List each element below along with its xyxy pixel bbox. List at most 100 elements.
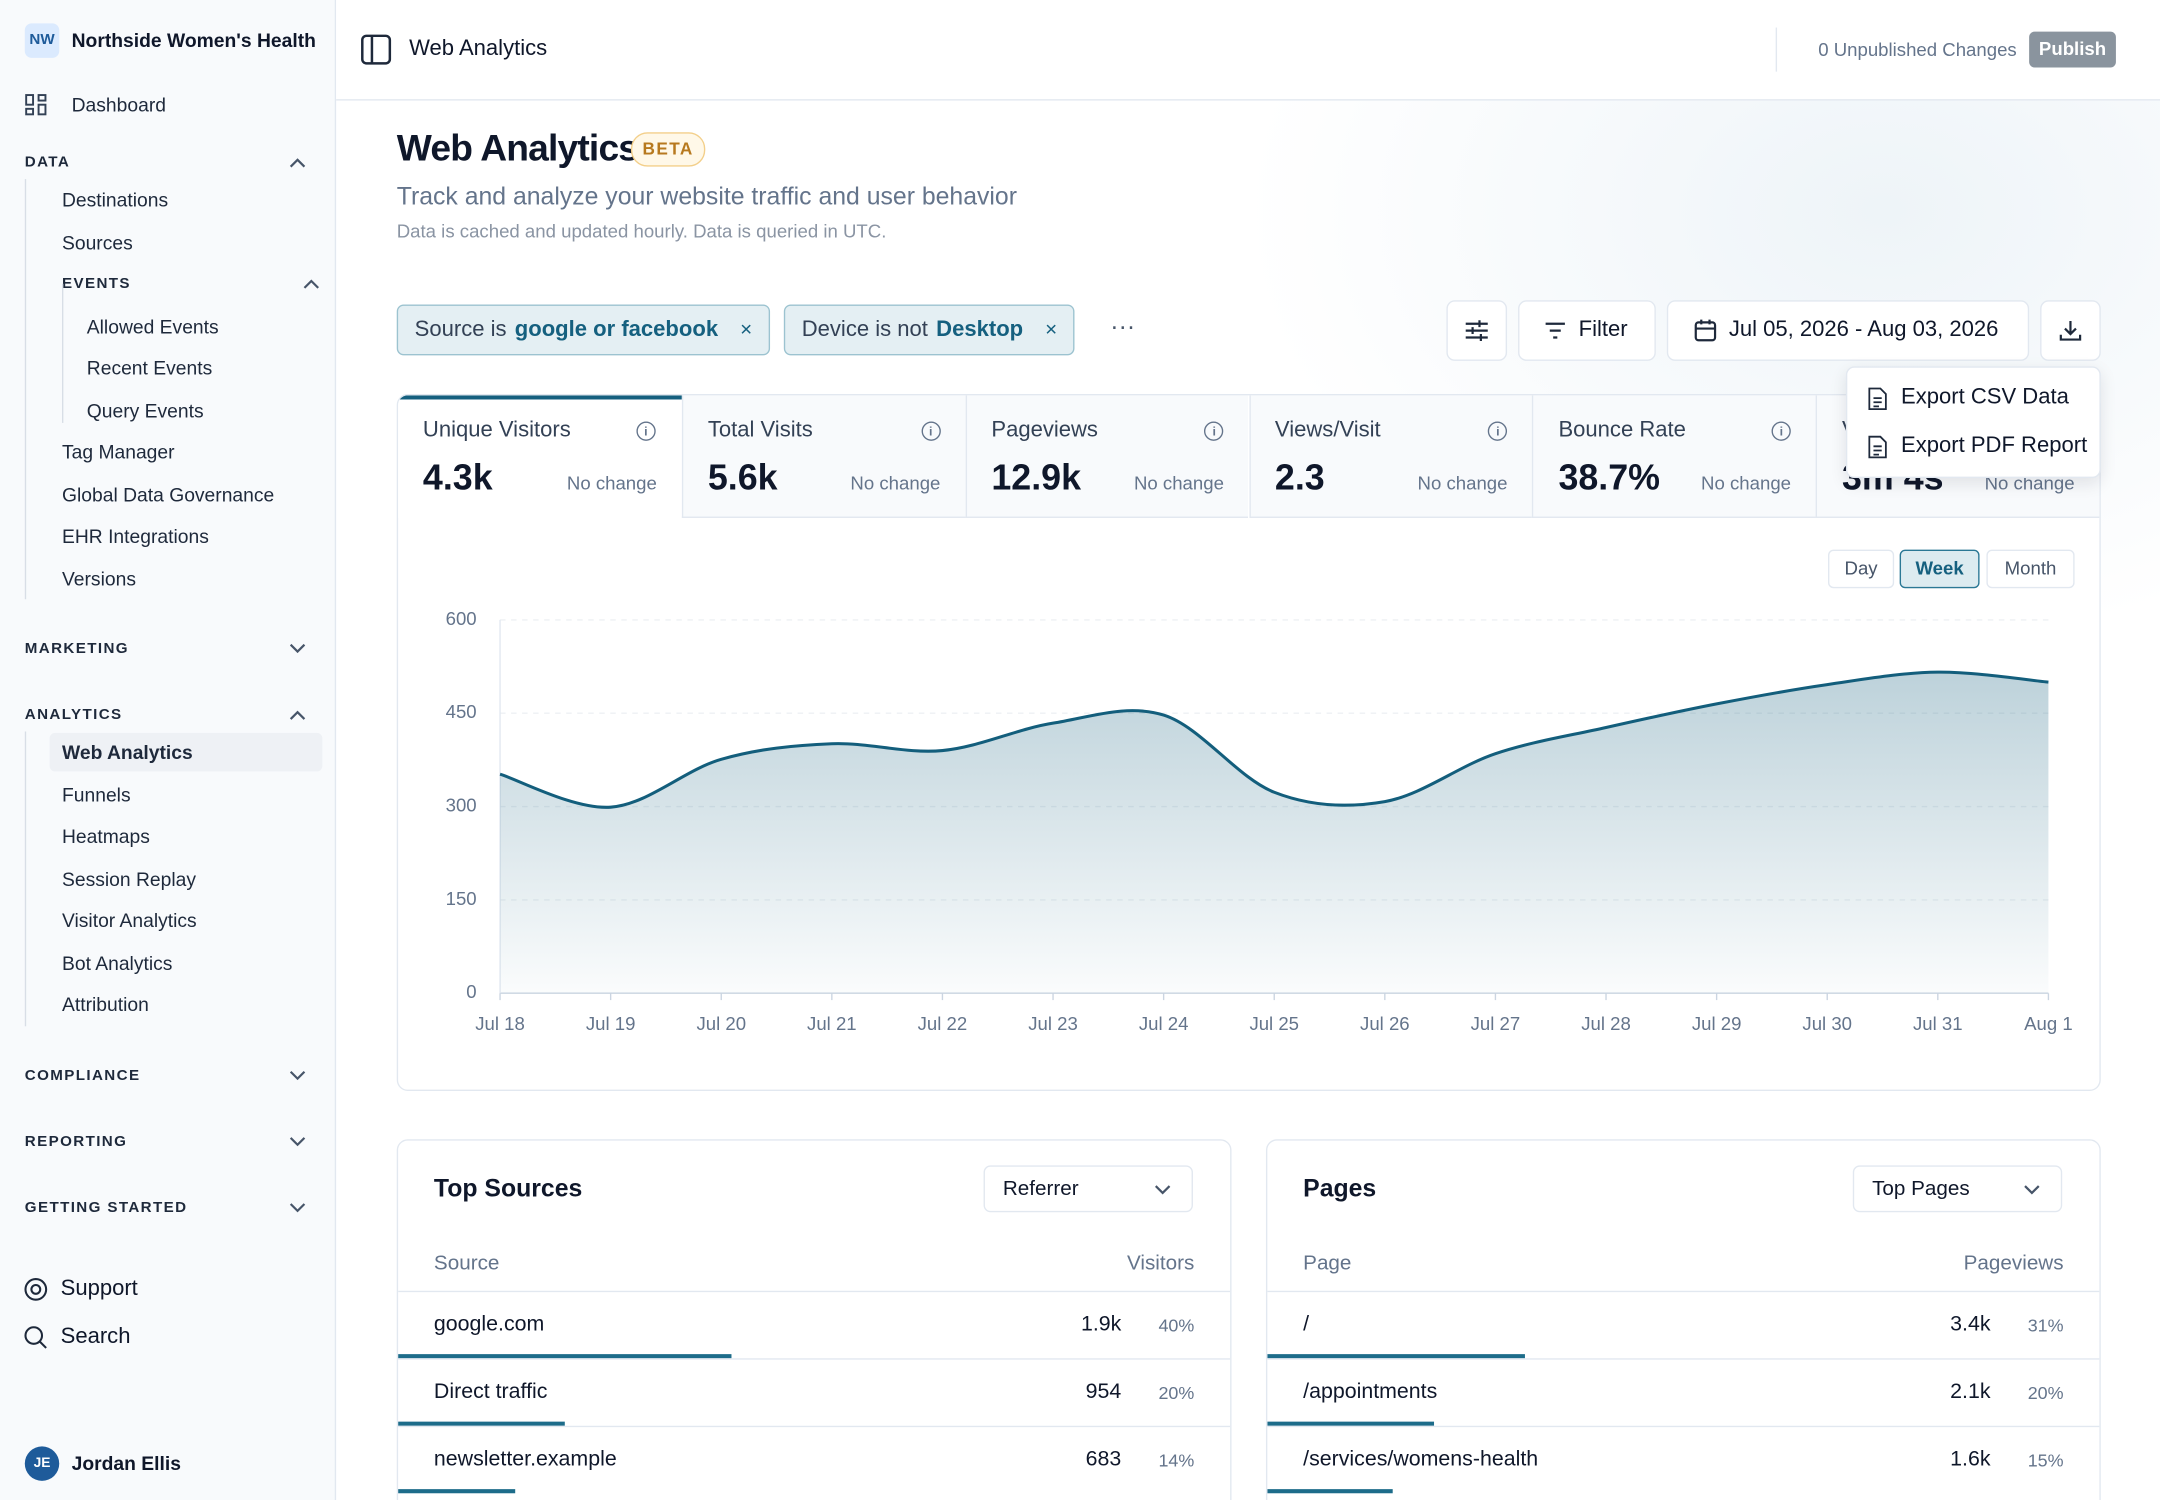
row-value: 3.4k	[1950, 1312, 1991, 1337]
sidebar: NW Northside Women's Health Dashboard DATA D…	[0, 0, 337, 1500]
nav-item[interactable]: Heatmaps	[61, 825, 150, 848]
section-header[interactable]: DATA	[24, 154, 71, 171]
metric-label: Total Visits	[707, 418, 813, 443]
nav-item[interactable]: Funnels	[61, 783, 131, 806]
calendar-icon	[1694, 319, 1717, 342]
share-bar	[398, 1421, 565, 1426]
download-button[interactable]	[2040, 300, 2101, 361]
chevron-down	[2024, 1185, 2040, 1195]
org-name: Northside Women's Health	[71, 28, 316, 51]
nav-item[interactable]: Dashboard	[71, 93, 166, 116]
metric-value: 4.3k	[422, 456, 493, 498]
row-value: 1.6k	[1950, 1447, 1991, 1472]
metric-tab[interactable]: Bounce Rate i 38.7% No change	[1532, 395, 1816, 518]
metric-change: No change	[850, 473, 941, 494]
row-value: 2.1k	[1950, 1380, 1991, 1404]
share-bar	[398, 1354, 731, 1358]
more-button[interactable]: ···	[1110, 312, 1136, 341]
metric-tab[interactable]: Pageviews i 12.9k No change	[965, 395, 1249, 518]
nav-item[interactable]: Global Data Governance	[61, 482, 275, 505]
row-pct: 31%	[2027, 1314, 2064, 1336]
note: Data is cached and updated hourly. Data …	[396, 221, 887, 242]
group-header[interactable]: EVENTS	[61, 275, 131, 293]
tree-line	[24, 731, 27, 1026]
metric-tab[interactable]: Unique Visitors i 4.3k No change	[398, 395, 682, 518]
icon-part	[25, 94, 35, 106]
support-icon	[24, 1278, 48, 1301]
x-tick-label: Jul 21	[807, 1013, 857, 1034]
nav-item[interactable]: Destinations	[61, 188, 169, 211]
section-header[interactable]: ANALYTICS	[24, 706, 123, 724]
table-title: Pages	[1303, 1174, 1377, 1202]
table-select[interactable]: Referrer	[983, 1165, 1193, 1213]
metric-change: No change	[1133, 473, 1224, 494]
x-tick-label: Jul 30	[1802, 1013, 1852, 1034]
metric-change: No change	[1701, 473, 1792, 494]
beta-badge: BETA	[630, 132, 706, 167]
metric-change: No change	[566, 473, 657, 494]
metric-tab[interactable]: Views/Visit i 2.3 No change	[1248, 395, 1533, 518]
sidebar-toggle[interactable]	[360, 33, 393, 66]
chevron-path	[303, 279, 319, 289]
chevron-up	[289, 710, 306, 720]
filter-prefix: Source is	[414, 317, 507, 341]
column-header: Visitors	[1126, 1251, 1195, 1275]
info-icon: i	[636, 421, 656, 441]
filter-button[interactable]: Filter	[1518, 300, 1656, 361]
nav-item[interactable]: Attribution	[61, 993, 149, 1016]
nav-item[interactable]: Bot Analytics	[61, 951, 173, 974]
menu-item[interactable]: Export CSV Data	[1847, 375, 2099, 422]
nav-item[interactable]: Allowed Events	[86, 314, 219, 337]
remove-filter[interactable]: ×	[740, 318, 753, 342]
row-value: 683	[1085, 1447, 1122, 1472]
search-link[interactable]: Search	[60, 1325, 131, 1349]
metric-label: Bounce Rate	[1558, 418, 1686, 443]
nav-item[interactable]: EHR Integrations	[61, 524, 209, 547]
filter-chip[interactable]: Source is google or facebook ×	[396, 304, 771, 356]
x-tick-label: Jul 22	[918, 1013, 968, 1034]
divider	[1775, 27, 1778, 72]
section-header[interactable]: COMPLIANCE	[24, 1066, 141, 1084]
y-tick-label: 150	[446, 888, 477, 909]
section-header[interactable]: GETTING STARTED	[24, 1199, 188, 1216]
metric-tab[interactable]: Total Visits i 5.6k No change	[681, 395, 966, 518]
chevron-up	[289, 158, 306, 168]
remove-filter[interactable]: ×	[1045, 318, 1058, 342]
granularity-button[interactable]: Week	[1899, 549, 1980, 589]
info-icon: i	[921, 421, 941, 441]
table-select[interactable]: Top Pages	[1852, 1165, 2063, 1213]
nav-item[interactable]: Recent Events	[86, 356, 213, 379]
nav-item[interactable]: Session Replay	[61, 867, 196, 890]
column-header: Source	[433, 1251, 500, 1275]
topbar: Web Analytics 0 Unpublished Changes Publ…	[336, 0, 2160, 101]
granularity-button[interactable]: Month	[1986, 549, 2075, 589]
menu-item[interactable]: Export PDF Report	[1847, 423, 2099, 470]
filter-chip[interactable]: Device is not Desktop ×	[783, 304, 1076, 356]
nav-item[interactable]: Query Events	[86, 398, 204, 421]
icon-part	[37, 94, 47, 102]
nav-item[interactable]: Versions	[61, 566, 136, 589]
publish-button[interactable]: Publish	[2029, 31, 2116, 68]
nav-item[interactable]: Tag Manager	[61, 440, 175, 463]
nav-item[interactable]: Visitor Analytics	[61, 909, 197, 932]
section-header[interactable]: REPORTING	[24, 1133, 128, 1150]
metric-value: 12.9k	[991, 456, 1082, 498]
nav-item[interactable]: Sources	[61, 230, 133, 253]
export-menu: Export CSV Data Export PDF Report	[1845, 366, 2101, 479]
user-name[interactable]: Jordan Ellis	[71, 1451, 181, 1474]
info-icon: i	[1488, 421, 1508, 441]
filter-value: Desktop	[936, 317, 1024, 341]
granularity-button[interactable]: Day	[1828, 549, 1895, 589]
date-range-button[interactable]: Jul 05, 2026 - Aug 03, 2026	[1666, 300, 2030, 361]
section-header[interactable]: MARKETING	[24, 640, 129, 658]
filter-icon	[1545, 322, 1565, 339]
support-link[interactable]: Support	[60, 1276, 138, 1301]
settings-button[interactable]	[1446, 300, 1508, 361]
nav-item[interactable]: Web Analytics	[61, 741, 193, 764]
row-pct: 40%	[1158, 1314, 1195, 1336]
y-tick-label: 300	[446, 794, 477, 815]
icon-part	[25, 107, 35, 116]
dashboard-icon	[25, 94, 47, 116]
row-border	[1267, 1290, 2100, 1293]
